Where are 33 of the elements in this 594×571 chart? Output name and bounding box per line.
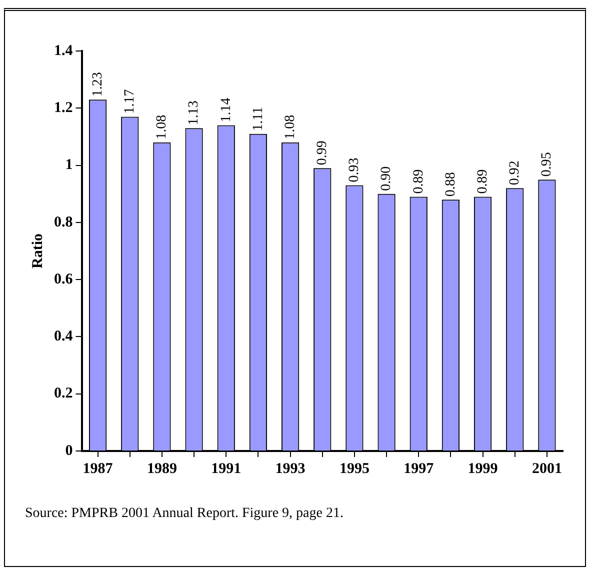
y-tick-label: 0.6 [54,271,74,288]
y-tick-label: 1.4 [54,42,74,59]
data-label: 0.92 [508,160,523,186]
data-label: 0.90 [379,166,394,191]
data-label: 1.13 [186,100,202,126]
data-label: 1.14 [218,98,234,122]
y-tick-label: 0 [65,442,73,459]
y-tick-label: 0.2 [54,386,73,402]
y-tick-label: 0.8 [54,214,73,230]
data-label: 1.08 [154,114,170,140]
data-label: 1.17 [122,89,138,114]
y-tick-label: 0.4 [54,328,74,345]
y-axis-title: Ratio [30,234,46,268]
data-label: 0.93 [347,158,362,182]
x-tick-label: 1997 [404,460,434,477]
data-label: 1.08 [282,114,298,140]
y-tick-label: 1 [65,157,73,174]
x-tick-label: 1987 [82,460,114,477]
x-tick-label: 1989 [146,460,177,477]
x-tick-label: 1999 [468,460,498,477]
data-label: 0.95 [540,152,555,177]
data-label: 1.11 [250,106,266,131]
x-tick-label: 1991 [211,460,242,477]
data-label: 1.23 [90,72,106,97]
data-label: 0.89 [475,169,490,194]
source-note: Source: PMPRB 2001 Annual Report. Figure 9, page 21. [25,506,344,522]
x-tick-label: 2001 [532,460,562,477]
data-label: 0.89 [411,169,426,194]
data-label: 0.88 [443,172,458,197]
x-tick-label: 1993 [275,460,306,477]
x-tick-label: 1995 [339,460,370,477]
data-label: 0.99 [315,140,330,166]
y-tick-label: 1.2 [54,100,73,116]
